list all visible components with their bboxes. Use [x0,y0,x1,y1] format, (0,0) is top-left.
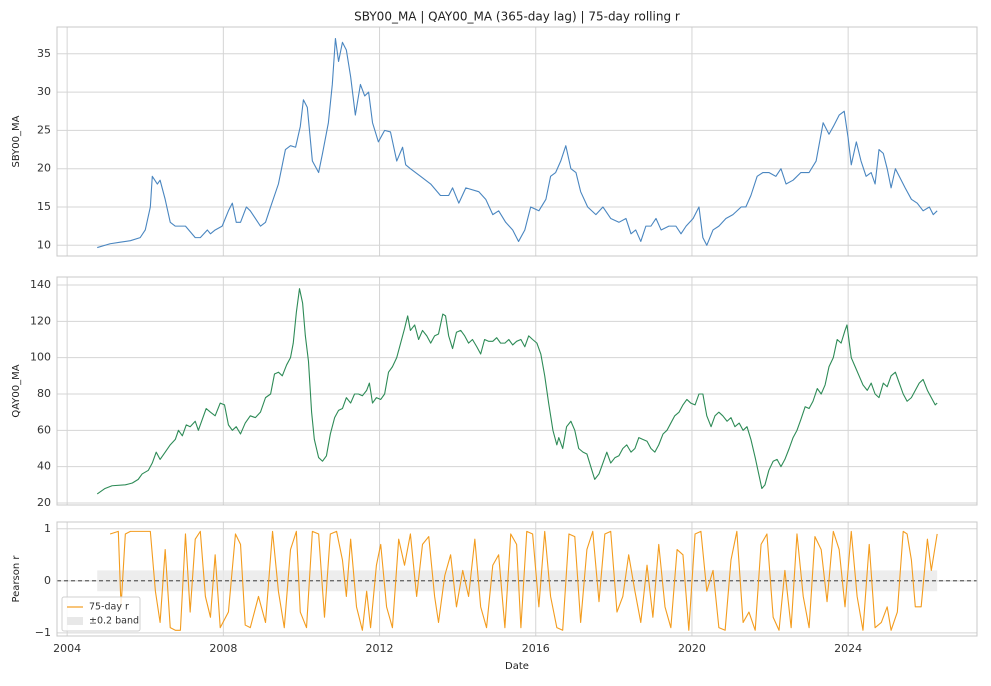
band [97,570,938,592]
legend-label: 75-day r [89,602,129,613]
y-tick-label: 80 [37,387,51,400]
y-tick-label: 35 [37,47,51,60]
x-tick-label: 2004 [53,642,81,655]
y-tick-label: −1 [35,626,51,639]
y-tick-label: 20 [37,496,51,509]
y-tick-label: 30 [37,85,51,98]
x-tick-label: 2020 [678,642,706,655]
data-line [97,37,938,249]
x-axis-label: Date [505,661,529,672]
x-tick-label: 2008 [209,642,237,655]
plot-frame [56,26,978,257]
legend-swatch [67,617,83,625]
x-tick-label: 2024 [834,642,862,655]
plot-area [57,27,977,256]
chart-title: SBY00_MA | QAY00_MA (365-day lag) | 75-d… [354,10,680,24]
y-axis-label: Pearson r [11,555,22,603]
y-tick-label: 1 [44,522,51,535]
y-axis-label: QAY00_MA [11,364,22,417]
plot-frame [56,276,978,506]
y-tick-label: 15 [37,200,51,213]
plot-frame [56,521,978,637]
plot-area [57,277,977,505]
y-tick-label: 0 [44,574,51,587]
x-tick-label: 2016 [522,642,550,655]
y-tick-label: 40 [37,460,51,473]
legend-label: ±0.2 band [89,616,139,627]
y-tick-label: 120 [30,314,51,327]
y-tick-label: 60 [37,423,51,436]
data-line [109,530,938,631]
y-tick-label: 10 [37,238,51,251]
y-axis-label: SBY00_MA [11,115,22,167]
y-tick-label: 20 [37,162,51,175]
y-tick-label: 25 [37,123,51,136]
data-line [96,288,938,495]
y-tick-label: 100 [30,351,51,364]
legend: 75-day r ±0.2 band [61,596,141,632]
x-tick-label: 2012 [366,642,394,655]
y-tick-label: 140 [30,278,51,291]
